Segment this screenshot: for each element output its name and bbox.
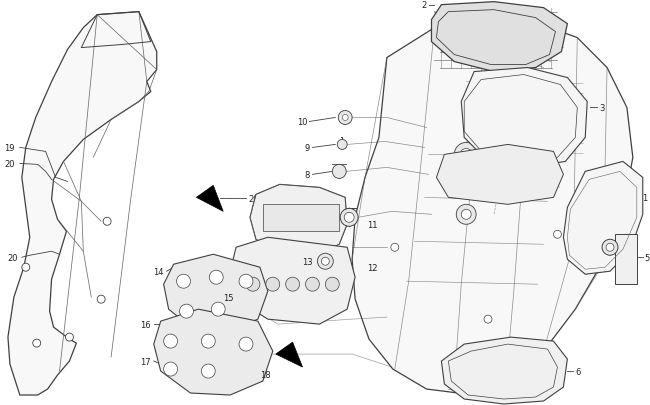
Text: 9: 9	[304, 143, 309, 153]
Polygon shape	[436, 145, 564, 205]
Ellipse shape	[321, 258, 330, 266]
Polygon shape	[615, 234, 637, 284]
Text: 8: 8	[304, 171, 309, 179]
Text: 16: 16	[140, 320, 151, 329]
Ellipse shape	[209, 271, 223, 284]
Polygon shape	[564, 162, 643, 275]
Polygon shape	[462, 68, 587, 168]
Polygon shape	[276, 342, 302, 367]
Ellipse shape	[342, 115, 348, 121]
Ellipse shape	[164, 362, 177, 376]
Text: 2: 2	[421, 1, 426, 10]
Text: 20: 20	[248, 194, 259, 203]
Ellipse shape	[239, 337, 253, 351]
Ellipse shape	[177, 275, 190, 288]
Text: 12: 12	[367, 263, 378, 272]
Ellipse shape	[460, 149, 472, 161]
Text: 13: 13	[302, 257, 313, 266]
Ellipse shape	[554, 231, 562, 239]
Ellipse shape	[484, 315, 492, 323]
Ellipse shape	[22, 264, 30, 271]
Polygon shape	[263, 205, 339, 232]
Ellipse shape	[602, 240, 618, 256]
Text: 5: 5	[645, 253, 650, 262]
Text: 3: 3	[599, 104, 605, 113]
Ellipse shape	[66, 333, 73, 341]
Text: 6: 6	[575, 367, 580, 375]
Text: 18: 18	[260, 370, 270, 379]
Ellipse shape	[462, 210, 471, 220]
Polygon shape	[154, 309, 273, 395]
Text: 19: 19	[5, 143, 15, 153]
Ellipse shape	[326, 277, 339, 292]
Text: 14: 14	[153, 267, 164, 276]
Ellipse shape	[103, 218, 111, 226]
Polygon shape	[432, 3, 567, 72]
Polygon shape	[352, 21, 633, 394]
Ellipse shape	[202, 334, 215, 348]
Ellipse shape	[246, 277, 260, 292]
Polygon shape	[8, 13, 157, 395]
Text: 15: 15	[222, 293, 233, 302]
Text: 1: 1	[642, 193, 647, 202]
Ellipse shape	[344, 213, 354, 223]
Polygon shape	[230, 238, 355, 324]
Text: 10: 10	[297, 118, 307, 127]
Ellipse shape	[340, 209, 358, 227]
Text: 11: 11	[367, 220, 378, 229]
Polygon shape	[441, 337, 567, 404]
Ellipse shape	[332, 165, 346, 179]
Polygon shape	[250, 185, 347, 256]
Ellipse shape	[239, 275, 253, 288]
Ellipse shape	[202, 364, 215, 378]
Text: 20: 20	[5, 160, 15, 168]
Ellipse shape	[32, 339, 41, 347]
Ellipse shape	[337, 140, 347, 150]
Text: 17: 17	[140, 357, 151, 366]
Ellipse shape	[306, 277, 319, 292]
Polygon shape	[196, 186, 223, 212]
Text: 7: 7	[314, 217, 319, 226]
Ellipse shape	[338, 111, 352, 125]
Ellipse shape	[211, 303, 225, 316]
Ellipse shape	[266, 277, 280, 292]
Ellipse shape	[606, 244, 614, 252]
Ellipse shape	[456, 205, 476, 225]
Ellipse shape	[179, 305, 194, 318]
Text: 4: 4	[516, 190, 521, 199]
Ellipse shape	[285, 277, 300, 292]
Ellipse shape	[98, 295, 105, 303]
Ellipse shape	[391, 244, 398, 252]
Ellipse shape	[317, 254, 333, 270]
Polygon shape	[164, 255, 268, 331]
Ellipse shape	[164, 334, 177, 348]
Ellipse shape	[454, 143, 478, 167]
Text: 20: 20	[7, 253, 18, 262]
